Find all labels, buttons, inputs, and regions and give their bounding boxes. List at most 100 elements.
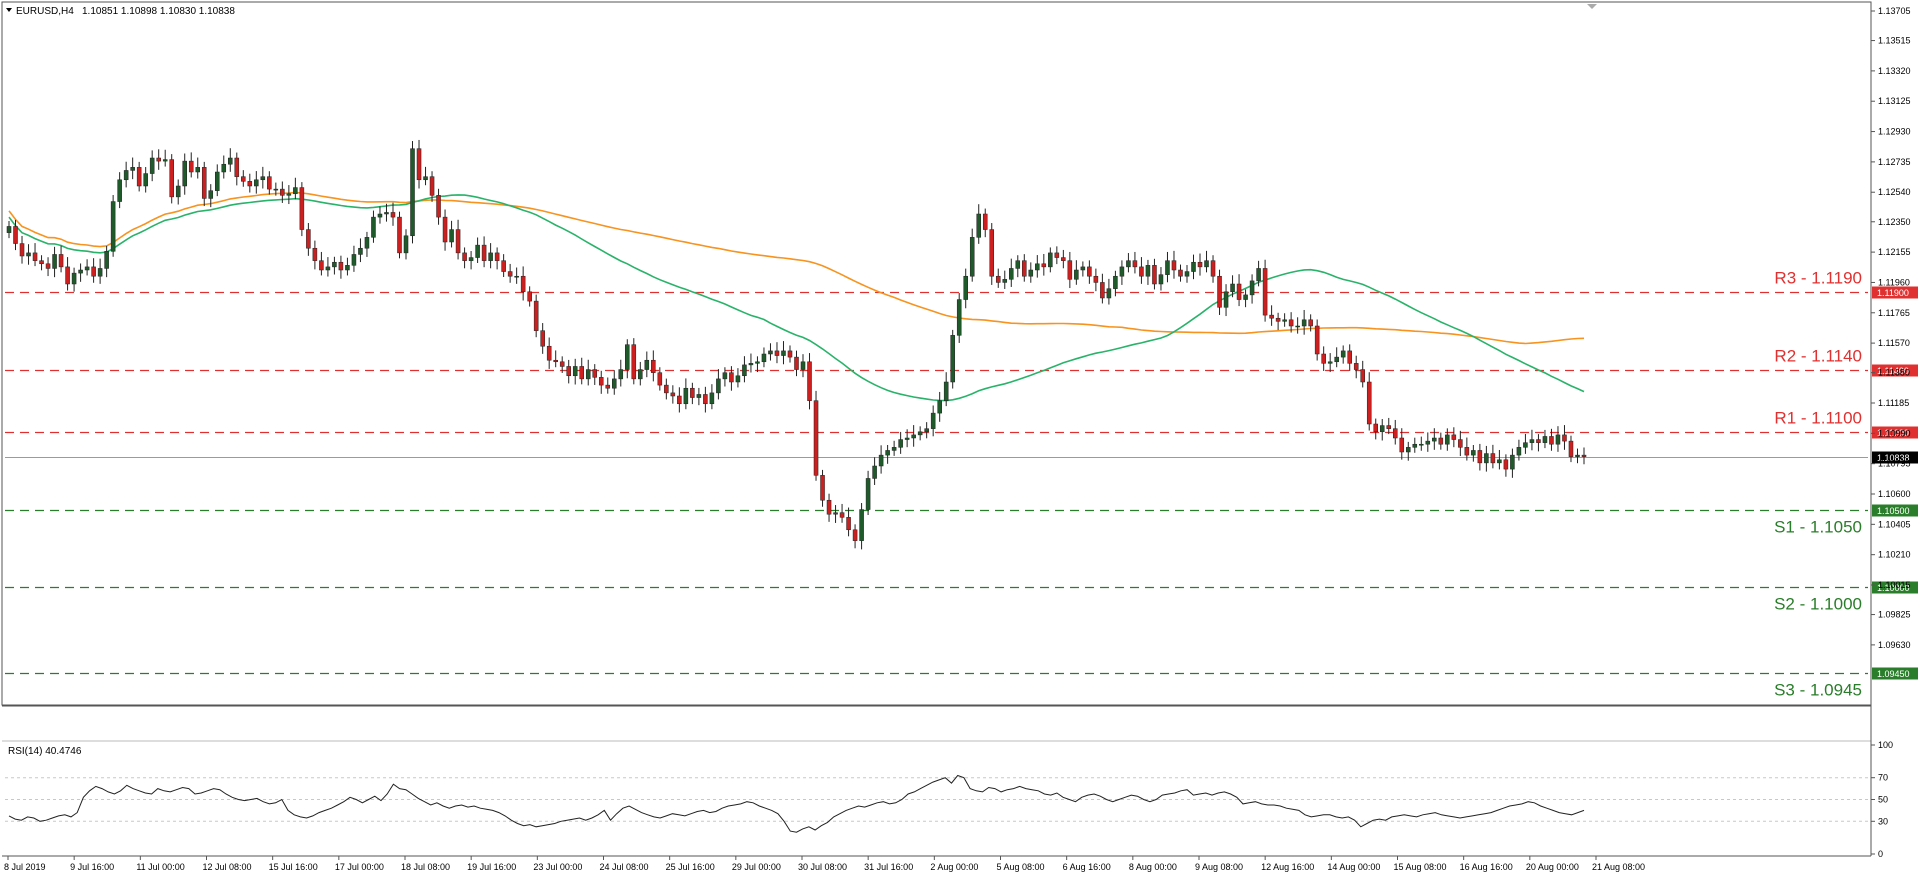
dropdown-triangle-icon[interactable] bbox=[6, 8, 12, 12]
candle-body bbox=[1334, 356, 1339, 363]
candle bbox=[1399, 428, 1405, 460]
time-tick-label: 2 Aug 00:00 bbox=[930, 862, 978, 872]
candle bbox=[1054, 246, 1060, 265]
time-tick-label: 8 Jul 2019 bbox=[4, 862, 46, 872]
candle-body bbox=[78, 269, 83, 274]
price-tick-label: 1.13320 bbox=[1878, 66, 1911, 76]
candle bbox=[488, 243, 493, 269]
candle-body bbox=[735, 375, 741, 383]
time-tick-label: 12 Jul 08:00 bbox=[203, 862, 252, 872]
candle bbox=[241, 170, 246, 187]
candle bbox=[45, 257, 51, 277]
candle bbox=[540, 323, 545, 354]
candle bbox=[254, 171, 259, 194]
candle-body bbox=[1301, 319, 1307, 327]
candle bbox=[143, 167, 148, 193]
candle-body bbox=[1087, 266, 1092, 277]
time-tick-label: 6 Aug 16:00 bbox=[1063, 862, 1111, 872]
candle bbox=[579, 357, 584, 385]
candle bbox=[221, 155, 227, 179]
candle-body bbox=[488, 252, 493, 261]
candle bbox=[1204, 250, 1209, 273]
candle-body bbox=[149, 157, 155, 174]
price-tick-label: 1.12155 bbox=[1878, 247, 1911, 257]
candle-body bbox=[891, 447, 897, 451]
price-tick-label: 1.12350 bbox=[1878, 217, 1911, 227]
candle bbox=[319, 251, 324, 276]
candle bbox=[1379, 419, 1385, 441]
candle-body bbox=[969, 237, 975, 277]
candle bbox=[162, 149, 168, 167]
candle-body bbox=[768, 350, 773, 355]
candle-body bbox=[423, 176, 428, 181]
candle bbox=[1002, 270, 1008, 289]
candle bbox=[416, 139, 422, 189]
candle bbox=[1373, 418, 1379, 440]
candle bbox=[612, 370, 617, 395]
candle-body bbox=[937, 400, 942, 414]
candle bbox=[605, 377, 611, 394]
candle bbox=[943, 372, 949, 407]
candle bbox=[1451, 427, 1457, 448]
candle bbox=[768, 343, 773, 361]
candle bbox=[19, 235, 25, 264]
candle-body bbox=[371, 216, 376, 238]
level-tag-text-0: 1.11900 bbox=[1877, 288, 1909, 298]
candle bbox=[234, 152, 240, 186]
candle-body bbox=[638, 369, 643, 380]
candle-body bbox=[924, 428, 929, 433]
candle-body bbox=[1425, 440, 1431, 445]
symbol-label: EURUSD,H4 bbox=[16, 6, 74, 17]
candle bbox=[956, 293, 962, 343]
candle-body bbox=[839, 512, 845, 518]
candle bbox=[299, 182, 305, 237]
candle bbox=[208, 184, 214, 208]
candle bbox=[800, 354, 806, 378]
candle bbox=[306, 223, 311, 256]
candle-body bbox=[45, 263, 51, 269]
candle-body bbox=[156, 157, 161, 162]
candle bbox=[1249, 274, 1255, 304]
scroll-marker-icon[interactable] bbox=[1587, 4, 1597, 9]
candle-body bbox=[234, 157, 240, 177]
candle bbox=[969, 228, 975, 282]
candle bbox=[995, 268, 1001, 288]
time-tick-label: 19 Jul 16:00 bbox=[467, 862, 516, 872]
candle-body bbox=[898, 439, 903, 448]
candle bbox=[963, 268, 968, 309]
candle bbox=[657, 367, 663, 391]
candle bbox=[520, 266, 526, 301]
candle bbox=[1022, 254, 1027, 282]
candle-body bbox=[826, 499, 832, 515]
candle bbox=[1321, 346, 1326, 371]
candle-body bbox=[169, 159, 174, 198]
candle-body bbox=[989, 229, 995, 277]
candle bbox=[826, 493, 832, 522]
candle-body bbox=[748, 363, 754, 366]
candle bbox=[1041, 253, 1047, 276]
candle-body bbox=[716, 378, 721, 394]
candle bbox=[677, 387, 682, 413]
candle-body bbox=[540, 330, 545, 347]
candle-body bbox=[436, 195, 441, 218]
candle bbox=[781, 341, 786, 365]
candle bbox=[820, 469, 825, 507]
candle bbox=[618, 359, 624, 387]
candle-body bbox=[865, 478, 871, 510]
candle-body bbox=[429, 176, 435, 196]
candle bbox=[1080, 261, 1086, 277]
candle bbox=[123, 161, 129, 188]
candle bbox=[755, 356, 760, 373]
candle-body bbox=[1249, 280, 1255, 296]
time-tick-label: 8 Aug 00:00 bbox=[1129, 862, 1177, 872]
rsi-tick-label: 30 bbox=[1878, 816, 1888, 826]
candle bbox=[533, 294, 539, 338]
candle-body bbox=[1542, 436, 1548, 443]
candle-body bbox=[1035, 263, 1040, 271]
candle-body bbox=[455, 229, 461, 254]
price-tick-label: 1.11765 bbox=[1878, 308, 1910, 318]
candle-body bbox=[729, 372, 734, 383]
candle-body bbox=[592, 369, 598, 378]
candle-body bbox=[403, 235, 409, 254]
